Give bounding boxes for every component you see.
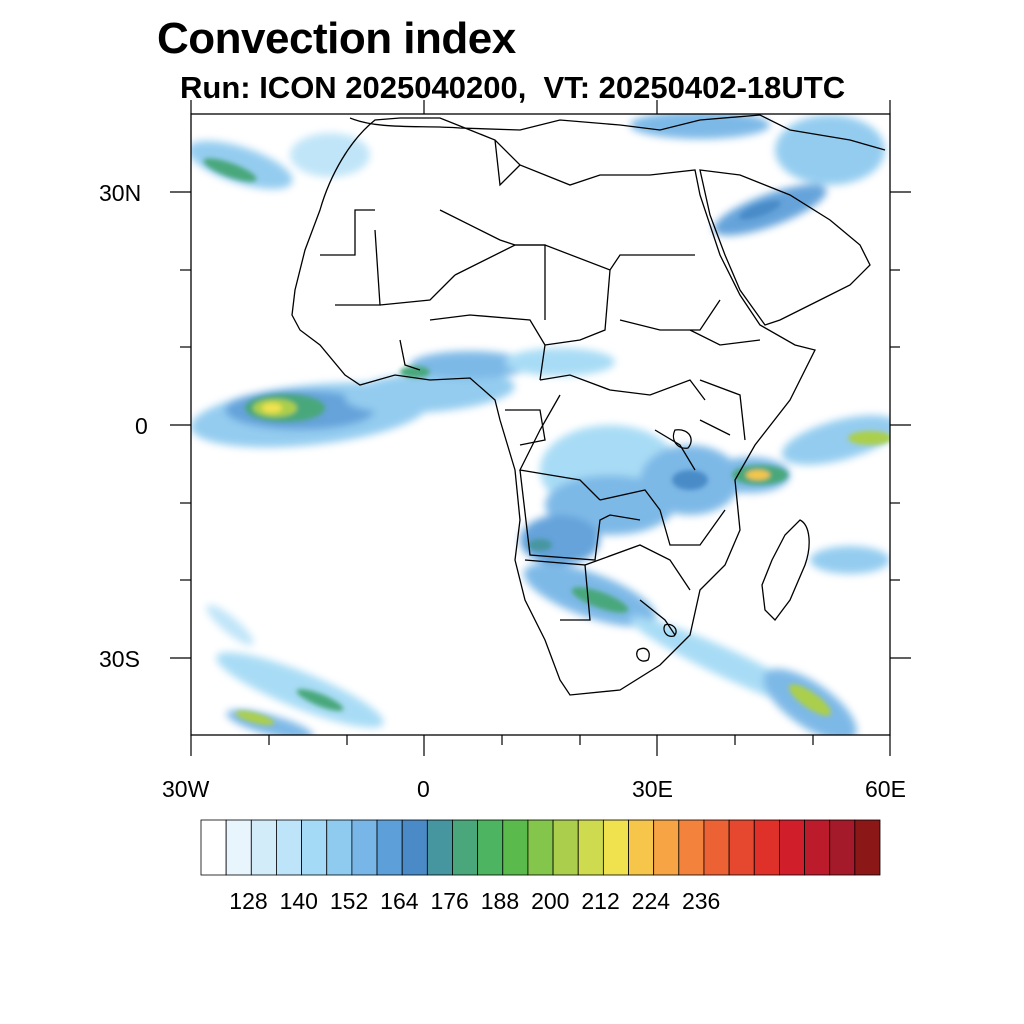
colorbar-swatch bbox=[653, 819, 680, 876]
colorbar-swatch bbox=[452, 819, 479, 876]
colorbar-label: 128 bbox=[229, 888, 268, 914]
colorbar-swatch bbox=[854, 819, 881, 876]
colorbar-swatch bbox=[426, 819, 453, 876]
colorbar-label: 140 bbox=[279, 888, 318, 914]
colorbar-swatch bbox=[552, 819, 579, 876]
lon-label-60e: 60E bbox=[865, 776, 906, 802]
colorbar-label: 224 bbox=[631, 888, 671, 914]
colorbar-swatch bbox=[477, 819, 504, 876]
colorbar-swatch bbox=[200, 819, 227, 876]
coastlines bbox=[291, 114, 886, 696]
colorbar-swatch bbox=[753, 819, 780, 876]
colorbar-swatch bbox=[225, 819, 252, 876]
colorbar-label: 236 bbox=[681, 888, 721, 914]
colorbar-label: 188 bbox=[480, 888, 520, 914]
colorbar-swatch bbox=[577, 819, 604, 876]
lon-label-30w: 30W bbox=[162, 776, 210, 802]
colorbar-swatch bbox=[351, 819, 378, 876]
colorbar-swatch bbox=[376, 819, 403, 876]
colorbar-swatch bbox=[829, 819, 856, 876]
colorbar-label: 176 bbox=[430, 888, 469, 914]
colorbar-swatch bbox=[502, 819, 529, 876]
europe-coastline bbox=[349, 114, 886, 151]
colorbar-label: 152 bbox=[329, 888, 369, 914]
arabia-coastline bbox=[699, 169, 871, 326]
chart-subtitle: Run: ICON 2025040200, VT: 20250402-18UTC bbox=[180, 70, 846, 105]
colorbar-swatch bbox=[276, 819, 302, 876]
colorbar-swatch bbox=[779, 819, 805, 876]
colorbar-label: 200 bbox=[531, 888, 570, 914]
colorbar-label: 212 bbox=[581, 888, 620, 914]
convection-field bbox=[191, 114, 890, 735]
colorbar-swatch bbox=[401, 819, 428, 876]
colorbar-swatch bbox=[602, 819, 629, 876]
lon-label-30e: 30E bbox=[632, 776, 673, 802]
lon-label-0: 0 bbox=[417, 776, 430, 802]
colorbar bbox=[200, 819, 881, 876]
colorbar-swatch bbox=[326, 819, 353, 876]
colorbar-swatch bbox=[678, 819, 705, 876]
colorbar-swatch bbox=[527, 819, 554, 876]
colorbar-swatch bbox=[804, 819, 831, 876]
colorbar-swatch bbox=[250, 819, 277, 876]
lat-label-30n: 30N bbox=[99, 180, 142, 206]
africa-coastline bbox=[291, 117, 816, 696]
colorbar-swatch bbox=[703, 819, 730, 876]
colorbar-swatch bbox=[628, 819, 655, 876]
madagascar-coastline bbox=[761, 519, 810, 621]
colorbar-swatch bbox=[301, 819, 328, 876]
colorbar-swatch bbox=[728, 819, 755, 876]
chart-title: Convection index bbox=[157, 14, 516, 63]
colorbar-label: 164 bbox=[380, 888, 419, 914]
axis-ticks bbox=[170, 100, 911, 756]
lat-label-30s: 30S bbox=[99, 646, 140, 672]
lat-label-0: 0 bbox=[135, 413, 148, 439]
